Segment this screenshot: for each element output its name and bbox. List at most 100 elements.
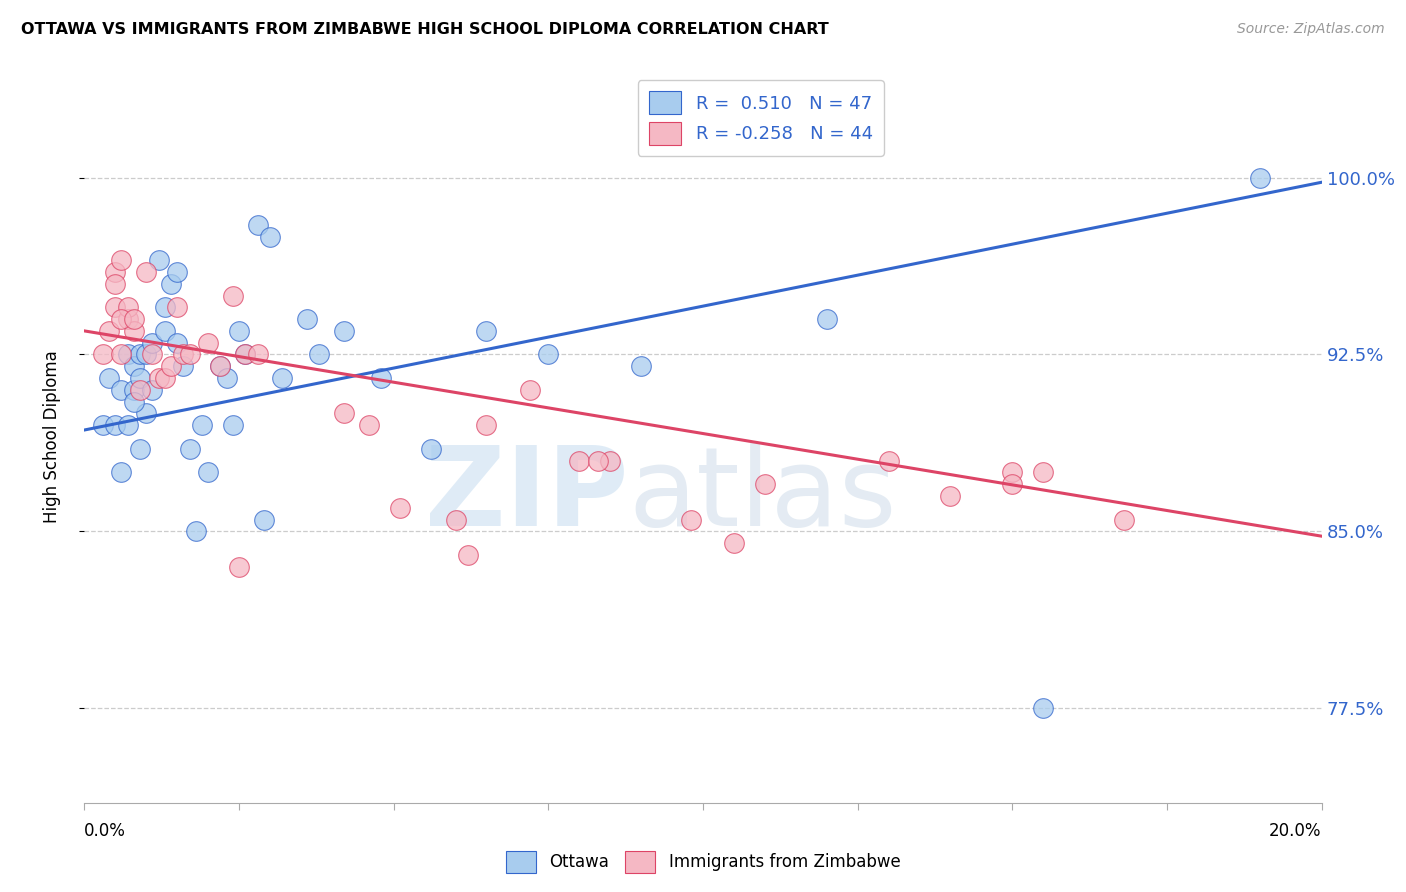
- Point: [357, 418, 380, 433]
- Point: [209, 359, 232, 374]
- Point: [135, 407, 157, 421]
- Point: [568, 453, 591, 467]
- Point: [1032, 701, 1054, 715]
- Point: [939, 489, 962, 503]
- Point: [419, 442, 441, 456]
- Point: [153, 301, 176, 315]
- Point: [172, 359, 194, 374]
- Point: [197, 466, 219, 480]
- Point: [129, 371, 152, 385]
- Legend: Ottawa, Immigrants from Zimbabwe: Ottawa, Immigrants from Zimbabwe: [499, 845, 907, 880]
- Point: [475, 418, 498, 433]
- Point: [679, 513, 702, 527]
- Point: [228, 559, 250, 574]
- Point: [877, 453, 900, 467]
- Point: [295, 312, 318, 326]
- Point: [172, 347, 194, 361]
- Point: [122, 383, 145, 397]
- Point: [215, 371, 238, 385]
- Point: [333, 324, 356, 338]
- Point: [271, 371, 294, 385]
- Point: [153, 371, 176, 385]
- Legend: R =  0.510   N = 47, R = -0.258   N = 44: R = 0.510 N = 47, R = -0.258 N = 44: [638, 80, 883, 156]
- Point: [135, 347, 157, 361]
- Point: [141, 383, 163, 397]
- Point: [1249, 170, 1271, 185]
- Point: [222, 418, 245, 433]
- Point: [160, 359, 183, 374]
- Text: OTTAWA VS IMMIGRANTS FROM ZIMBABWE HIGH SCHOOL DIPLOMA CORRELATION CHART: OTTAWA VS IMMIGRANTS FROM ZIMBABWE HIGH …: [21, 22, 830, 37]
- Point: [246, 218, 269, 232]
- Point: [222, 288, 245, 302]
- Point: [166, 265, 188, 279]
- Point: [444, 513, 467, 527]
- Point: [117, 418, 139, 433]
- Text: 0.0%: 0.0%: [84, 822, 127, 839]
- Point: [166, 301, 188, 315]
- Point: [209, 359, 232, 374]
- Point: [104, 418, 127, 433]
- Text: atlas: atlas: [628, 442, 897, 549]
- Point: [104, 277, 127, 291]
- Point: [228, 324, 250, 338]
- Point: [233, 347, 256, 361]
- Y-axis label: High School Diploma: High School Diploma: [42, 351, 60, 524]
- Point: [246, 347, 269, 361]
- Point: [1001, 477, 1024, 491]
- Point: [179, 442, 201, 456]
- Point: [122, 324, 145, 338]
- Point: [370, 371, 392, 385]
- Point: [1001, 466, 1024, 480]
- Point: [599, 453, 621, 467]
- Point: [122, 312, 145, 326]
- Point: [122, 394, 145, 409]
- Point: [723, 536, 745, 550]
- Point: [129, 347, 152, 361]
- Point: [141, 347, 163, 361]
- Point: [117, 347, 139, 361]
- Point: [110, 383, 132, 397]
- Point: [110, 312, 132, 326]
- Point: [153, 324, 176, 338]
- Text: Source: ZipAtlas.com: Source: ZipAtlas.com: [1237, 22, 1385, 37]
- Point: [98, 324, 121, 338]
- Point: [129, 442, 152, 456]
- Point: [259, 229, 281, 244]
- Point: [117, 312, 139, 326]
- Point: [1112, 513, 1135, 527]
- Point: [117, 301, 139, 315]
- Point: [135, 265, 157, 279]
- Point: [457, 548, 479, 562]
- Point: [179, 347, 201, 361]
- Point: [333, 407, 356, 421]
- Point: [148, 253, 170, 268]
- Point: [104, 265, 127, 279]
- Point: [191, 418, 214, 433]
- Point: [519, 383, 541, 397]
- Point: [253, 513, 276, 527]
- Point: [110, 347, 132, 361]
- Point: [475, 324, 498, 338]
- Point: [197, 335, 219, 350]
- Point: [537, 347, 560, 361]
- Point: [815, 312, 838, 326]
- Point: [91, 347, 114, 361]
- Point: [129, 383, 152, 397]
- Point: [184, 524, 207, 539]
- Point: [91, 418, 114, 433]
- Point: [122, 359, 145, 374]
- Point: [148, 371, 170, 385]
- Point: [388, 500, 411, 515]
- Point: [1032, 466, 1054, 480]
- Point: [160, 277, 183, 291]
- Point: [104, 301, 127, 315]
- Point: [308, 347, 330, 361]
- Point: [141, 335, 163, 350]
- Point: [630, 359, 652, 374]
- Point: [586, 453, 609, 467]
- Point: [110, 466, 132, 480]
- Point: [754, 477, 776, 491]
- Point: [233, 347, 256, 361]
- Point: [98, 371, 121, 385]
- Point: [110, 253, 132, 268]
